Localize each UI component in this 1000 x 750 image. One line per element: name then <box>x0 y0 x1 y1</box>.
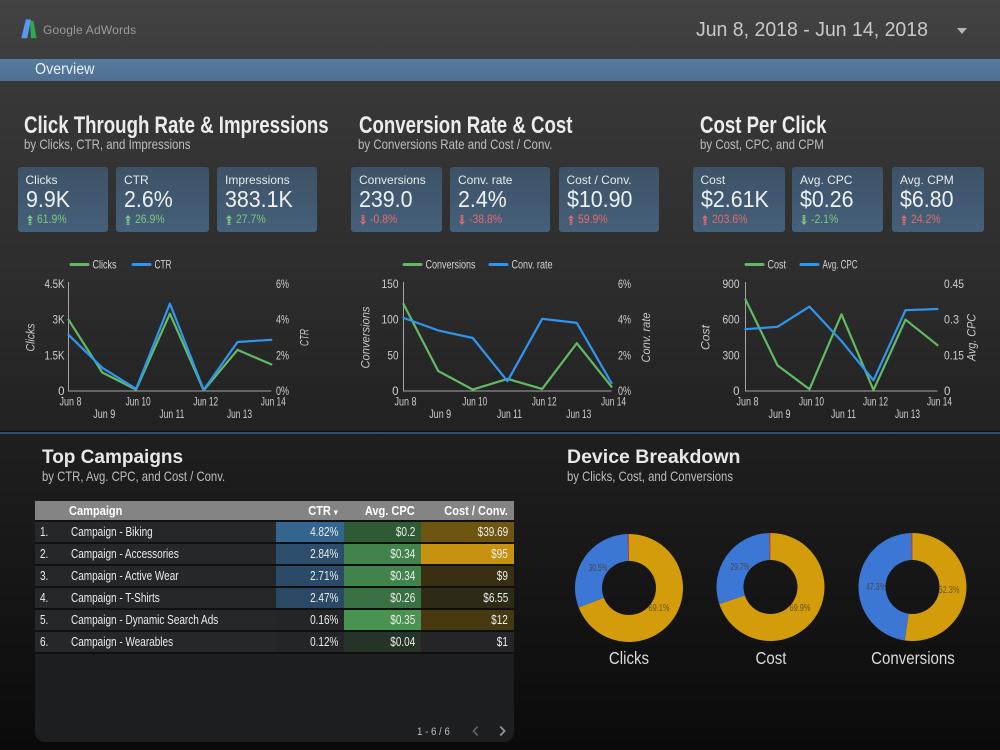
svg-text:69.1%: 69.1% <box>649 603 670 614</box>
svg-text:6%: 6% <box>276 279 289 291</box>
svg-text:Jun 12: Jun 12 <box>863 395 888 409</box>
svg-text:CTR: CTR <box>155 258 172 272</box>
svg-text:Jun 14: Jun 14 <box>601 395 626 409</box>
svg-text:30.5%: 30.5% <box>589 563 608 574</box>
svg-text:Jun 9: Jun 9 <box>429 407 451 421</box>
svg-text:Jun 13: Jun 13 <box>566 407 591 421</box>
svg-text:300: 300 <box>723 350 740 362</box>
svg-text:Avg. CPC: Avg. CPC <box>823 258 858 272</box>
svg-text:0.15: 0.15 <box>944 350 964 362</box>
svg-text:0: 0 <box>392 386 398 398</box>
svg-text:4%: 4% <box>276 315 289 327</box>
svg-text:0.45: 0.45 <box>944 279 964 291</box>
svg-text:Jun 8: Jun 8 <box>737 395 759 409</box>
svg-text:0%: 0% <box>276 386 289 398</box>
svg-text:CTR: CTR <box>298 329 312 346</box>
svg-text:Clicks: Clicks <box>24 324 38 352</box>
svg-text:Conversions: Conversions <box>426 258 476 272</box>
svg-text:0: 0 <box>58 386 64 398</box>
svg-text:6%: 6% <box>618 279 631 291</box>
svg-text:Jun 10: Jun 10 <box>462 395 487 409</box>
svg-text:Jun 12: Jun 12 <box>532 395 557 409</box>
svg-text:3K: 3K <box>53 315 65 327</box>
svg-text:69.9%: 69.9% <box>790 603 811 614</box>
svg-text:Jun 9: Jun 9 <box>93 407 115 421</box>
svg-text:Avg. CPC: Avg. CPC <box>965 314 979 362</box>
svg-text:Conv. rate: Conv. rate <box>512 258 553 272</box>
svg-text:Jun 13: Jun 13 <box>227 407 252 421</box>
svg-text:150: 150 <box>382 279 399 291</box>
svg-text:1.5K: 1.5K <box>45 350 65 362</box>
svg-text:Jun 10: Jun 10 <box>799 395 824 409</box>
svg-text:Conversions: Conversions <box>359 307 373 369</box>
svg-text:4%: 4% <box>618 315 631 327</box>
svg-text:Jun 14: Jun 14 <box>261 395 286 409</box>
svg-text:29.7%: 29.7% <box>731 562 750 573</box>
svg-text:0: 0 <box>944 386 950 398</box>
svg-text:Jun 8: Jun 8 <box>395 395 417 409</box>
svg-text:Jun 13: Jun 13 <box>895 407 920 421</box>
svg-text:Jun 14: Jun 14 <box>927 395 952 409</box>
svg-text:Cost: Cost <box>768 258 787 272</box>
svg-text:47.3%: 47.3% <box>866 582 886 593</box>
svg-text:0: 0 <box>733 386 739 398</box>
svg-text:Jun 8: Jun 8 <box>60 395 82 409</box>
svg-text:0.3: 0.3 <box>944 315 959 327</box>
svg-text:600: 600 <box>723 315 740 327</box>
svg-text:Cost: Cost <box>699 324 713 350</box>
svg-text:52.3%: 52.3% <box>939 585 960 596</box>
svg-text:Clicks: Clicks <box>93 258 117 272</box>
svg-text:4.5K: 4.5K <box>45 279 65 291</box>
svg-text:900: 900 <box>723 279 740 291</box>
svg-text:2%: 2% <box>618 350 631 362</box>
svg-text:50: 50 <box>388 350 399 362</box>
svg-text:0%: 0% <box>618 386 631 398</box>
svg-text:Jun 12: Jun 12 <box>193 395 218 409</box>
svg-text:Jun 11: Jun 11 <box>831 407 856 421</box>
svg-text:Jun 11: Jun 11 <box>159 407 184 421</box>
svg-text:Jun 11: Jun 11 <box>497 407 522 421</box>
svg-text:Conv. rate: Conv. rate <box>639 312 653 362</box>
svg-text:100: 100 <box>382 315 399 327</box>
svg-text:Jun 9: Jun 9 <box>769 407 791 421</box>
svg-text:2%: 2% <box>276 350 289 362</box>
svg-text:Jun 10: Jun 10 <box>126 395 151 409</box>
